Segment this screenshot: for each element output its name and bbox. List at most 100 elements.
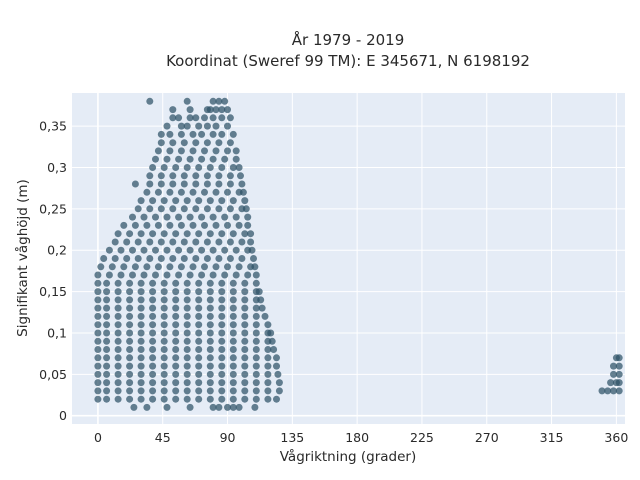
- data-point: [215, 238, 223, 246]
- data-point: [203, 172, 211, 180]
- data-point: [218, 230, 226, 238]
- data-point: [129, 246, 136, 254]
- data-point: [134, 255, 142, 262]
- y-tick-labels: 0 0,05 0,1 0,15 0,2 0,25 0,3 0,35: [39, 119, 67, 424]
- data-point: [218, 164, 226, 171]
- data-point: [189, 130, 197, 138]
- data-point: [169, 180, 177, 188]
- data-point: [114, 230, 122, 238]
- data-point: [140, 271, 148, 279]
- data-point: [169, 139, 177, 147]
- data-point: [206, 230, 214, 238]
- data-point: [123, 255, 131, 262]
- data-point: [130, 403, 138, 411]
- data-point: [244, 221, 252, 229]
- data-point: [160, 362, 168, 370]
- data-point: [226, 238, 234, 246]
- data-point: [126, 304, 134, 312]
- data-point: [137, 304, 145, 312]
- data-point: [248, 246, 256, 254]
- data-point: [146, 205, 154, 213]
- data-point: [218, 279, 226, 287]
- data-point: [149, 304, 157, 312]
- data-point: [226, 205, 234, 213]
- data-point: [264, 370, 272, 378]
- data-point: [177, 221, 185, 229]
- data-point: [218, 337, 226, 345]
- data-point: [149, 312, 157, 320]
- data-point: [172, 312, 180, 320]
- data-point: [218, 312, 226, 320]
- data-point: [180, 238, 188, 246]
- y-axis-title: Signifikant våghöjd (m): [14, 179, 31, 337]
- data-point: [241, 279, 249, 287]
- data-point: [224, 263, 231, 271]
- data-point: [137, 329, 145, 337]
- data-point: [149, 164, 157, 171]
- data-point: [172, 379, 180, 387]
- data-point: [186, 403, 194, 411]
- data-point: [114, 321, 122, 329]
- data-point: [252, 304, 260, 312]
- data-point: [180, 255, 188, 262]
- y-tick-label: 0,1: [47, 325, 67, 340]
- data-point: [252, 329, 260, 337]
- data-point: [172, 288, 180, 296]
- data-point: [218, 387, 226, 395]
- data-point: [175, 271, 183, 279]
- data-point: [212, 221, 220, 229]
- data-point: [154, 188, 162, 196]
- data-point: [209, 403, 217, 411]
- data-point: [206, 329, 214, 337]
- data-point: [232, 147, 240, 155]
- data-point: [177, 263, 185, 271]
- data-point: [195, 288, 203, 296]
- data-point: [235, 164, 243, 171]
- data-point: [229, 130, 237, 138]
- data-point: [195, 370, 203, 378]
- data-point: [120, 263, 128, 271]
- data-point: [117, 271, 125, 279]
- data-point: [232, 155, 240, 163]
- data-point: [206, 321, 214, 329]
- data-point: [183, 337, 191, 345]
- data-point: [215, 180, 223, 188]
- data-point: [180, 180, 188, 188]
- data-point: [195, 337, 203, 345]
- data-point: [94, 312, 102, 320]
- data-point: [206, 279, 214, 287]
- data-point: [264, 395, 272, 403]
- data-point: [195, 230, 203, 238]
- data-point: [183, 362, 191, 370]
- data-point: [114, 387, 122, 395]
- data-point: [229, 296, 237, 304]
- data-point: [241, 337, 249, 345]
- y-tick-label: 0,2: [47, 243, 67, 258]
- chart-title-line2: Koordinat (Sweref 99 TM): E 345671, N 61…: [166, 52, 530, 70]
- data-point: [238, 180, 246, 188]
- data-point: [126, 230, 134, 238]
- data-point: [160, 321, 168, 329]
- data-point: [186, 114, 194, 122]
- data-point: [224, 188, 231, 196]
- data-point: [252, 362, 260, 370]
- data-point: [114, 354, 122, 362]
- data-point: [126, 387, 134, 395]
- data-point: [183, 370, 191, 378]
- data-point: [166, 263, 174, 271]
- data-point: [218, 354, 226, 362]
- data-point: [610, 387, 617, 395]
- data-point: [137, 230, 145, 238]
- data-point: [195, 164, 203, 171]
- data-point: [229, 230, 237, 238]
- data-point: [212, 122, 220, 130]
- data-point: [137, 370, 145, 378]
- data-point: [183, 312, 191, 320]
- data-point: [610, 362, 617, 370]
- data-point: [226, 139, 234, 147]
- data-point: [229, 321, 237, 329]
- data-point: [143, 221, 151, 229]
- data-point: [172, 296, 180, 304]
